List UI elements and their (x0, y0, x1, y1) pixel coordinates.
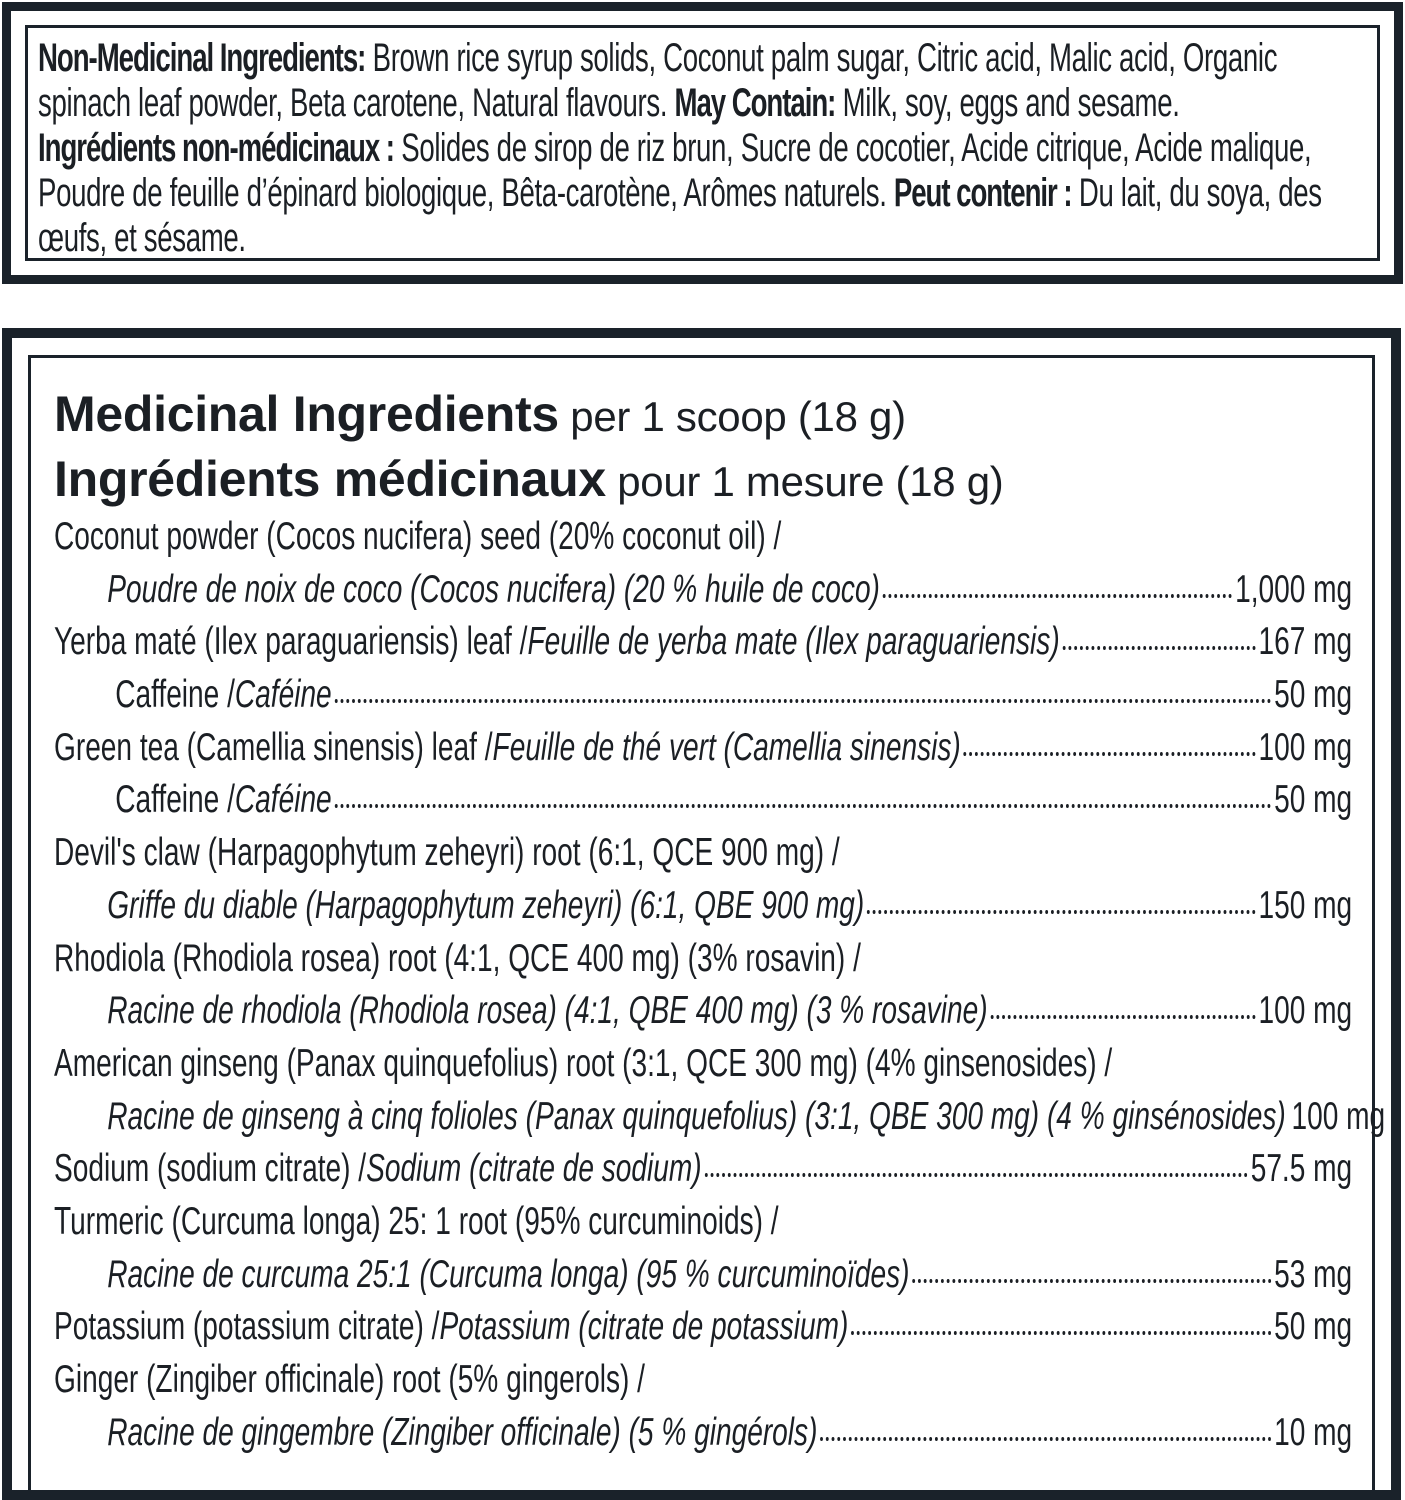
ingredient-name-en: Sodium (sodium citrate) / (54, 1147, 367, 1191)
ingredient-row: Poudre de noix de coco (Cocos nucifera) … (54, 568, 1352, 621)
ingredient-name-fr: Feuille de yerba mate (Ilex paraguariens… (527, 620, 1060, 664)
ingredient-name-fr: Racine de ginseng à cinq folioles (Panax… (107, 1094, 1286, 1138)
ingredient-amount: 150 mg (1258, 883, 1353, 927)
title-fr: Ingrédients médicinaux (54, 451, 606, 507)
ingredient-amount: 57.5 mg (1250, 1147, 1353, 1191)
ingredient-amount: 100 mg (1258, 989, 1353, 1033)
dot-leader (963, 751, 1256, 756)
ingredient-row: Coconut powder (Cocos nucifera) seed (20… (54, 515, 1352, 568)
ingredient-name-fr: Feuille de thé vert (Camellia sinensis) (492, 725, 961, 769)
ingredient-row: Devil's claw (Harpagophytum zeheyri) roo… (54, 831, 1352, 884)
ingredient-amount: 1,000 mg (1235, 567, 1353, 611)
ingredient-row: Green tea (Camellia sinensis) leaf / Feu… (54, 726, 1352, 779)
ingredient-name-fr: Griffe du diable (Harpagophytum zeheyri)… (107, 883, 865, 927)
en-label: Non-Medicinal Ingredients: (38, 36, 366, 80)
fr-text: Solides de sirop de riz brun, Sucre de c… (38, 126, 1312, 215)
ingredient-name-en: Yerba maté (Ilex paraguariensis) leaf / (54, 620, 528, 664)
dot-leader (334, 804, 1272, 809)
ingredient-name-en: Potassium (potassium citrate) / (54, 1305, 440, 1349)
inner-border: Non-Medicinal Ingredients: Brown rice sy… (25, 25, 1380, 261)
ingredient-name-en: Devil's claw (Harpagophytum zeheyri) roo… (54, 831, 840, 875)
medicinal-heading: Medicinal Ingredients per 1 scoop (18 g)… (54, 383, 1004, 513)
dot-leader (912, 1278, 1272, 1283)
ingredient-name-fr: Racine de gingembre (Zingiber officinale… (107, 1410, 818, 1454)
dot-leader (820, 1436, 1272, 1441)
ingredient-name-en: Rhodiola (Rhodiola rosea) root (4:1, QCE… (54, 936, 861, 980)
ingredient-name-en: Green tea (Camellia sinensis) leaf / (54, 725, 493, 769)
ingredient-row: Ginger (Zingiber officinale) root (5% gi… (54, 1358, 1352, 1411)
en-may-contain-label: May Contain: (674, 81, 836, 125)
ingredient-name-fr: Sodium (citrate de sodium) (366, 1147, 702, 1191)
ingredient-name-en: Turmeric (Curcuma longa) 25: 1 root (95%… (54, 1199, 779, 1243)
dot-leader (1062, 646, 1256, 651)
ingredient-amount: 53 mg (1274, 1252, 1353, 1296)
fr-may-contain-label: Peut contenir : (893, 171, 1073, 215)
ingredient-row: Caffeine / Caféine 50 mg (54, 778, 1352, 831)
dot-leader (704, 1173, 1248, 1178)
en-may-contain-text: Milk, soy, eggs and sesame. (835, 81, 1180, 125)
ingredient-row: Yerba maté (Ilex paraguariensis) leaf / … (54, 620, 1352, 673)
ingredient-name-fr: Poudre de noix de coco (Cocos nucifera) … (107, 567, 880, 611)
ingredient-row: Caffeine / Caféine 50 mg (54, 673, 1352, 726)
fr-label: Ingrédients non-médicinaux : (38, 126, 395, 170)
medicinal-ingredients-panel: Medicinal Ingredients per 1 scoop (18 g)… (2, 328, 1401, 1500)
ingredient-name-fr: Caféine (234, 778, 332, 822)
serving-fr: pour 1 mesure (18 g) (605, 458, 1004, 505)
inner-border: Medicinal Ingredients per 1 scoop (18 g)… (28, 355, 1385, 1496)
ingredient-row: Racine de curcuma 25:1 (Curcuma longa) (… (54, 1253, 1352, 1306)
dot-leader (882, 593, 1233, 598)
ingredient-name-en: Caffeine / (115, 778, 235, 822)
ingredient-amount: 50 mg (1274, 778, 1353, 822)
en-text: Brown rice syrup solids, Coconut palm su… (38, 36, 1278, 125)
ingredient-list: Coconut powder (Cocos nucifera) seed (20… (54, 515, 1385, 1464)
dot-leader (867, 909, 1256, 914)
fr-may-contain-text: Du lait, du soya, des œufs, et sésame. (38, 171, 1322, 260)
ingredient-row: Racine de rhodiola (Rhodiola rosea) (4:1… (54, 989, 1352, 1042)
ingredient-row: Potassium (potassium citrate) / Potassiu… (54, 1305, 1352, 1358)
ingredient-row: Racine de ginseng à cinq folioles (Panax… (54, 1094, 1385, 1148)
ingredient-amount: 100 mg (1258, 725, 1353, 769)
ingredient-row: American ginseng (Panax quinquefolius) r… (54, 1042, 1352, 1095)
ingredient-name-en: Coconut powder (Cocos nucifera) seed (20… (54, 515, 782, 558)
ingredient-amount: 50 mg (1274, 673, 1353, 717)
non-medicinal-ingredients-panel: Non-Medicinal Ingredients: Brown rice sy… (2, 2, 1403, 284)
ingredient-name-en: Ginger (Zingiber officinale) root (5% gi… (54, 1358, 645, 1401)
dot-leader (990, 1015, 1256, 1020)
ingredient-name-en: American ginseng (Panax quinquefolius) r… (54, 1041, 1113, 1085)
ingredient-row: Sodium (sodium citrate) / Sodium (citrat… (54, 1147, 1352, 1200)
ingredient-row: Racine de gingembre (Zingiber officinale… (54, 1411, 1352, 1464)
dot-leader (851, 1331, 1272, 1336)
ingredient-amount: 100 mg (1291, 1094, 1386, 1138)
ingredient-name-fr: Caféine (234, 673, 332, 717)
ingredient-name-fr: Racine de rhodiola (Rhodiola rosea) (4:1… (107, 989, 988, 1033)
ingredient-amount: 50 mg (1274, 1305, 1353, 1349)
dot-leader (334, 699, 1272, 704)
ingredient-amount: 10 mg (1274, 1410, 1353, 1454)
serving-en: per 1 scoop (18 g) (558, 393, 906, 440)
title-en: Medicinal Ingredients (54, 386, 559, 442)
non-medicinal-text: Non-Medicinal Ingredients: Brown rice sy… (38, 36, 1349, 261)
ingredient-name-fr: Potassium (citrate de potassium) (439, 1305, 849, 1349)
ingredient-name-en: Caffeine / (115, 673, 235, 717)
ingredient-row: Turmeric (Curcuma longa) 25: 1 root (95%… (54, 1200, 1352, 1253)
ingredient-row: Griffe du diable (Harpagophytum zeheyri)… (54, 884, 1352, 937)
ingredient-name-fr: Racine de curcuma 25:1 (Curcuma longa) (… (107, 1252, 910, 1296)
ingredient-amount: 167 mg (1258, 620, 1353, 664)
ingredient-row: Rhodiola (Rhodiola rosea) root (4:1, QCE… (54, 937, 1352, 990)
